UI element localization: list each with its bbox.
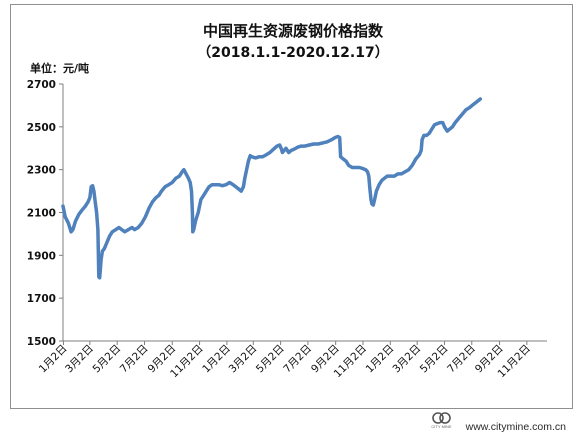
y-tick-label: 1500 (27, 336, 56, 348)
unit-label: 单位：元/吨 (30, 61, 89, 75)
x-tick-label: 5月2日 (91, 343, 124, 376)
x-tick-label: 1月2日 (364, 343, 397, 376)
y-tick-label: 1900 (27, 250, 56, 262)
x-tick-label: 5月2日 (418, 343, 451, 376)
x-tick-label: 3月2日 (390, 343, 423, 376)
x-tick-label: 3月2日 (63, 343, 96, 376)
citymine-logo: CITY MINE (431, 412, 452, 429)
chart-frame (10, 4, 573, 409)
y-tick-label: 1700 (27, 293, 56, 305)
x-axis-ticks: 1月2日3月2日5月2日7月2日9月2日11月2日1月2日3月2日5月2日7月2… (37, 341, 533, 380)
y-tick-label: 2300 (27, 165, 56, 177)
chart-subtitle: （2018.1.1-2020.12.17） (197, 45, 388, 61)
chart-title: 中国再生资源废钢价格指数 (203, 22, 384, 40)
logo-text: CITY MINE (431, 424, 451, 429)
footer-url: www.citymine.com.cn (465, 421, 567, 433)
series-line (61, 97, 483, 280)
x-tick-label: 7月2日 (118, 343, 151, 376)
x-tick-label: 3月2日 (227, 343, 260, 376)
y-axis-ticks: 1500 1700 1900 2100 2300 2500 2700 (27, 79, 63, 348)
x-tick-label: 5月2日 (254, 343, 287, 376)
y-tick-label: 2700 (27, 79, 56, 91)
y-tick-label: 2100 (27, 208, 56, 220)
x-tick-label: 7月2日 (281, 343, 314, 376)
x-tick-label: 7月2日 (445, 343, 478, 376)
y-tick-label: 2500 (27, 122, 56, 134)
x-tick-label: 1月2日 (200, 343, 233, 376)
